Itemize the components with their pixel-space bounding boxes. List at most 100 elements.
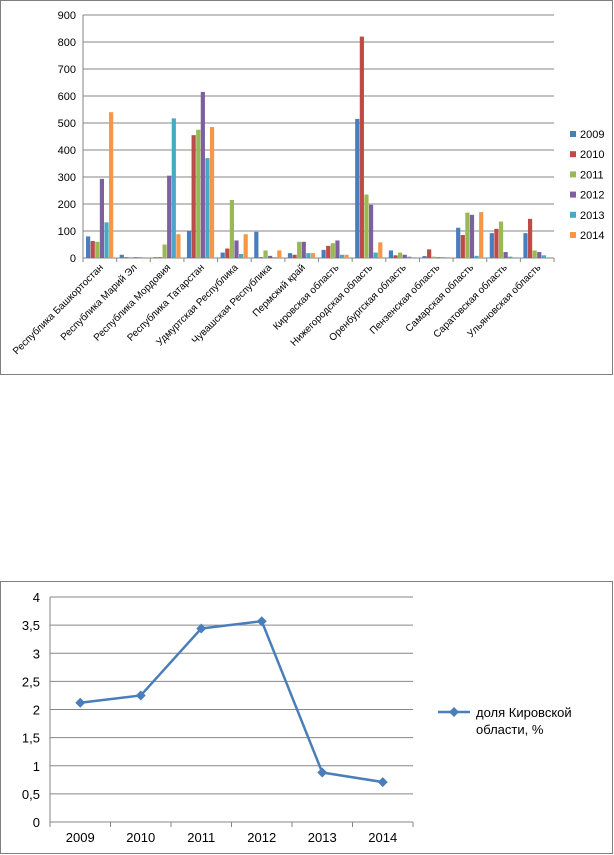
bar-2009-11 bbox=[456, 227, 461, 258]
y-tick-label: 0,5 bbox=[22, 787, 40, 802]
bar-2010-6 bbox=[292, 254, 297, 258]
bar-2013-8 bbox=[373, 252, 378, 258]
x-tick-label: 2010 bbox=[126, 830, 155, 845]
bar-2009-0 bbox=[86, 236, 91, 258]
bar-2013-6 bbox=[306, 253, 311, 258]
legend-label: 2011 bbox=[580, 169, 604, 181]
bar-2013-12 bbox=[508, 256, 513, 258]
x-tick-label: 2012 bbox=[247, 830, 276, 845]
bar-2012-11 bbox=[469, 214, 475, 258]
y-tick-label: 1,5 bbox=[22, 731, 40, 746]
legend-label: доля Кировской bbox=[476, 705, 572, 720]
bar-2013-2 bbox=[171, 118, 176, 258]
bar-2010-13 bbox=[527, 218, 533, 258]
legend-marker bbox=[449, 707, 459, 717]
data-point-marker-2011 bbox=[196, 623, 207, 634]
bar-2010-3 bbox=[191, 135, 196, 258]
bar-2013-11 bbox=[474, 255, 479, 258]
bar-2014-2 bbox=[176, 234, 181, 258]
legend-swatch-2009 bbox=[570, 131, 576, 137]
bar-2012-13 bbox=[537, 252, 542, 258]
y-tick-label: 1 bbox=[33, 759, 40, 774]
legend-label: 2012 bbox=[580, 190, 604, 202]
bar-2010-11 bbox=[460, 235, 465, 258]
y-tick-label: 400 bbox=[58, 145, 76, 157]
bar-2014-0 bbox=[109, 112, 114, 258]
bar-2011-3 bbox=[196, 129, 201, 258]
bar-2012-10 bbox=[436, 257, 441, 258]
bar-2012-7 bbox=[335, 240, 340, 258]
y-tick-label: 3 bbox=[33, 646, 40, 661]
bar-2010-4 bbox=[225, 248, 230, 258]
bar-2013-4 bbox=[238, 253, 244, 258]
bar-2014-11 bbox=[479, 212, 484, 258]
bar-2011-2 bbox=[162, 244, 167, 258]
y-tick-label: 0 bbox=[33, 815, 40, 830]
legend-swatch-2011 bbox=[570, 171, 576, 178]
bar-2009-3 bbox=[186, 231, 192, 258]
bar-2010-1 bbox=[124, 257, 129, 258]
x-tick-label: 2014 bbox=[368, 830, 397, 845]
bar-2012-0 bbox=[99, 178, 105, 258]
regional-bar-chart: 0 100 200 300 400 500 600 700 800 900 Республика Б… bbox=[0, 0, 613, 375]
bar-2013-1 bbox=[138, 257, 143, 258]
y-tick-label: 200 bbox=[58, 199, 76, 211]
y-tick-label: 2 bbox=[33, 703, 40, 718]
bar-2009-6 bbox=[287, 253, 293, 258]
bar-2013-0 bbox=[104, 222, 109, 258]
bar-2013-10 bbox=[440, 257, 446, 258]
y-tick-label: 500 bbox=[58, 118, 76, 130]
bar-2012-5 bbox=[268, 255, 273, 258]
bar-2012-9 bbox=[402, 254, 407, 258]
line-chart-svg: 0 0,5 1 1,5 2 2,5 3 3,5 4 2009 2010 2011 2012 2013 201… bbox=[22, 590, 572, 845]
bar-2011-12 bbox=[498, 221, 504, 258]
bar-2014-4 bbox=[243, 234, 248, 258]
bar-2010-5 bbox=[258, 257, 264, 258]
bar-2014-10 bbox=[445, 257, 450, 258]
kirov-share-line-chart: 0 0,5 1 1,5 2 2,5 3 3,5 4 2009 2010 2011 2012 2013 201… bbox=[0, 581, 613, 854]
bar-2011-8 bbox=[364, 194, 369, 258]
bar-2013-13 bbox=[541, 255, 546, 258]
bar-2009-13 bbox=[523, 233, 528, 258]
bar-2010-10 bbox=[427, 249, 432, 258]
y-tick-label: 2,5 bbox=[22, 674, 40, 689]
bar-2011-13 bbox=[532, 250, 537, 258]
y-tick-label: 100 bbox=[58, 226, 76, 238]
legend-swatch-2013 bbox=[570, 211, 576, 218]
legend-swatch-2012 bbox=[570, 191, 576, 198]
bar-2014-1 bbox=[142, 257, 147, 258]
legend-label: 2010 bbox=[580, 149, 604, 161]
bar-2010-0 bbox=[90, 240, 95, 258]
bar-2011-5 bbox=[263, 250, 268, 258]
bar-2014-13 bbox=[546, 257, 551, 258]
bar-2010-2 bbox=[157, 257, 163, 258]
bar-2009-1 bbox=[119, 254, 124, 258]
data-point-marker-2012 bbox=[256, 616, 267, 627]
bar-2010-12 bbox=[494, 228, 499, 258]
bar-2012-4 bbox=[234, 240, 239, 258]
y-tick-label: 4 bbox=[33, 590, 40, 605]
legend-label: 2013 bbox=[580, 210, 604, 222]
bar-2009-9 bbox=[388, 250, 394, 258]
legend-swatch-2014 bbox=[570, 232, 576, 238]
bar-2014-8 bbox=[378, 242, 383, 258]
bar-2012-2 bbox=[167, 175, 172, 258]
bar-2014-7 bbox=[344, 254, 349, 258]
data-point-marker-2010 bbox=[135, 690, 146, 701]
y-tick-label: 3,5 bbox=[22, 618, 40, 633]
bar-2011-1 bbox=[128, 257, 134, 258]
legend-label: 2009 bbox=[580, 129, 604, 141]
bar-2014-12 bbox=[512, 257, 517, 258]
y-tick-label: 900 bbox=[58, 10, 76, 22]
bar-2012-8 bbox=[368, 204, 374, 258]
bar-2010-8 bbox=[359, 36, 364, 258]
bar-2013-7 bbox=[339, 254, 345, 258]
data-point-marker-2013 bbox=[317, 767, 328, 778]
bar-2009-8 bbox=[355, 118, 360, 258]
data-point-marker-2014 bbox=[377, 777, 388, 788]
bar-2011-6 bbox=[297, 241, 302, 258]
x-tick-label: 2013 bbox=[308, 830, 337, 845]
bar-2013-5 bbox=[272, 257, 277, 258]
bar-2011-4 bbox=[229, 199, 234, 258]
